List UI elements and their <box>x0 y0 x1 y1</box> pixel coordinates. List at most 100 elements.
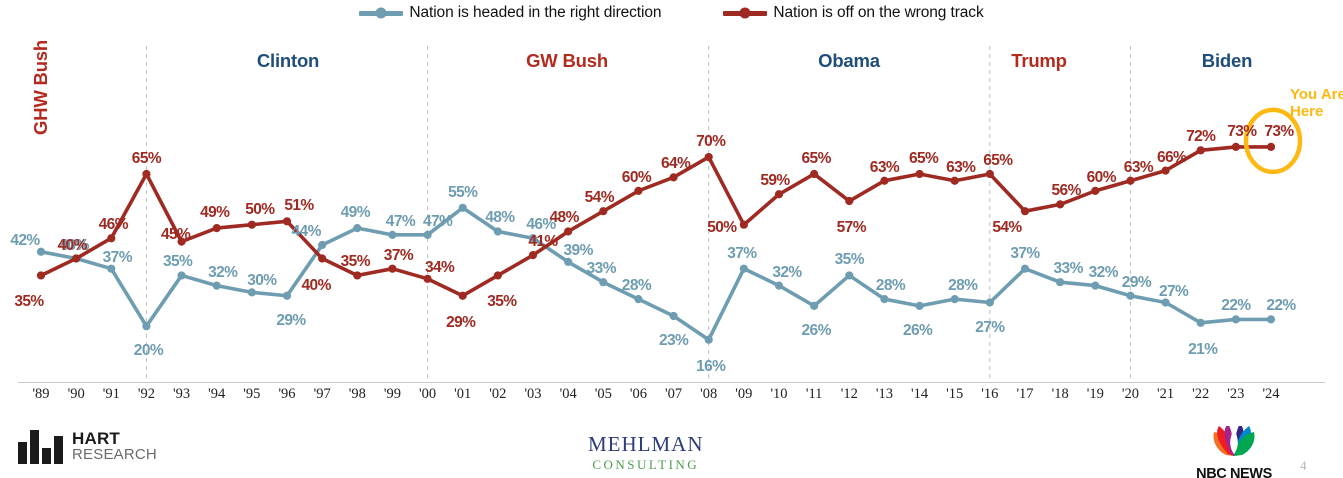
data-point-label: 50% <box>707 218 737 236</box>
x-axis-tick: '90 <box>67 386 85 402</box>
data-point-label: 32% <box>1088 263 1119 281</box>
mehlman-logo-line-2: CONSULTING <box>592 457 700 472</box>
data-point-label: 41% <box>528 233 558 251</box>
legend-label: Nation is off on the wrong track <box>773 4 984 21</box>
data-point-label: 40% <box>301 276 332 294</box>
data-point-label: 54% <box>584 189 615 207</box>
data-point <box>72 254 81 263</box>
x-axis-tick: '07 <box>665 386 683 402</box>
data-point <box>1231 142 1240 152</box>
x-axis-tick: '23 <box>1227 386 1245 402</box>
mehlman-consulting-logo: MEHLMAN CONSULTING <box>588 432 704 473</box>
x-axis-tick: '94 <box>208 386 226 402</box>
data-point <box>1196 318 1205 327</box>
data-point <box>774 190 784 199</box>
nbc-news-logo: NBC NEWS <box>1186 424 1282 478</box>
x-axis-tick: '05 <box>594 386 612 402</box>
data-point <box>669 311 678 321</box>
annotation-line-2: Here <box>1290 103 1324 121</box>
data-point-label: 29% <box>446 313 476 331</box>
data-point <box>212 223 221 233</box>
x-axis-tick: '13 <box>875 386 893 402</box>
data-point-label: 57% <box>836 219 867 237</box>
data-point <box>1161 298 1170 307</box>
data-point-label: 37% <box>1010 244 1040 262</box>
data-point-label: 39% <box>563 241 594 259</box>
line-marker-icon <box>359 10 404 16</box>
data-point-label: 30% <box>247 272 277 290</box>
bar-chart-icon <box>18 430 63 464</box>
data-point <box>1091 281 1100 290</box>
data-point-label: 28% <box>875 277 906 295</box>
data-point <box>353 223 362 233</box>
legend-item-wrong-track: Nation is off on the wrong track <box>723 4 984 22</box>
data-point <box>669 173 678 182</box>
data-point <box>599 207 608 216</box>
x-axis-tick: '93 <box>173 386 191 402</box>
hart-logo-line-1: HART <box>72 429 121 448</box>
data-point-label: 37% <box>383 246 414 264</box>
series-line-wrong-track <box>39 145 1273 298</box>
data-point-label: 47% <box>422 212 453 230</box>
x-axis-tick: '20 <box>1121 386 1139 402</box>
data-point-label: 51% <box>284 197 314 215</box>
highlight-circle <box>1243 107 1303 175</box>
x-axis-tick: '97 <box>313 386 331 402</box>
data-point-label: 33% <box>586 260 617 278</box>
axis-rule <box>18 382 1325 383</box>
legend-item-right-direction: Nation is headed in the right direction <box>359 4 662 22</box>
data-point-label: 50% <box>245 200 275 218</box>
data-point <box>634 295 643 304</box>
mehlman-logo-line-1: MEHLMAN <box>588 432 704 456</box>
data-point-label: 27% <box>975 318 1005 336</box>
data-point-label: 16% <box>696 357 726 375</box>
data-point-label: 35% <box>162 253 193 271</box>
data-point <box>247 220 256 229</box>
x-axis-tick: '95 <box>243 386 261 402</box>
data-point <box>142 322 151 331</box>
data-point <box>1091 186 1100 195</box>
data-point <box>36 271 46 280</box>
x-axis: '89 '90 '91 '92 '93 '94 '95 '96 '97 '98 '99 '00 '01 '… <box>0 386 1343 410</box>
x-axis-tick: '89 <box>32 386 50 402</box>
chart-plot-area: GHW Bush Clinton GW Bush Obama Trump Biden 42… <box>0 30 1343 395</box>
data-point <box>739 220 748 229</box>
data-point <box>880 295 889 304</box>
data-point-label: 32% <box>208 263 238 281</box>
data-point <box>493 227 502 236</box>
data-point <box>36 247 46 256</box>
x-axis-tick: '99 <box>383 386 401 402</box>
data-point <box>423 274 432 283</box>
data-point <box>810 301 819 310</box>
hart-logo-line-2: RESEARCH <box>72 446 157 463</box>
data-point <box>810 169 819 179</box>
data-point-label: 55% <box>448 183 478 201</box>
series-line-right-direction <box>39 205 1273 342</box>
x-axis-tick: '14 <box>911 386 929 402</box>
data-point-label: 48% <box>549 209 580 227</box>
x-axis-tick: '24 <box>1262 386 1280 402</box>
data-point-label: 65% <box>908 149 939 167</box>
data-point-label: 35% <box>834 251 865 269</box>
data-point-label: 22% <box>1221 297 1251 315</box>
era-label-gw-bush: GW Bush <box>526 50 608 71</box>
line-marker-icon <box>723 10 768 16</box>
data-point-label: 34% <box>424 258 455 276</box>
data-point-label: 40% <box>59 236 90 254</box>
data-point-label: 63% <box>869 158 900 176</box>
data-point-label: 22% <box>1266 297 1296 315</box>
data-point-label: 49% <box>200 204 230 222</box>
data-point <box>880 176 889 185</box>
data-point <box>458 203 467 212</box>
x-axis-tick: '00 <box>419 386 437 402</box>
era-label-clinton: Clinton <box>256 50 320 71</box>
data-point-label: 73% <box>1227 122 1257 140</box>
data-point-label: 45% <box>160 225 191 243</box>
data-point-label: 29% <box>1121 273 1152 291</box>
annotation-line-1: You Are <box>1290 86 1343 103</box>
data-point <box>564 257 573 267</box>
data-point-label: 40% <box>57 236 88 254</box>
data-point-label: 46% <box>526 216 556 234</box>
chart-canvas <box>36 46 1303 382</box>
